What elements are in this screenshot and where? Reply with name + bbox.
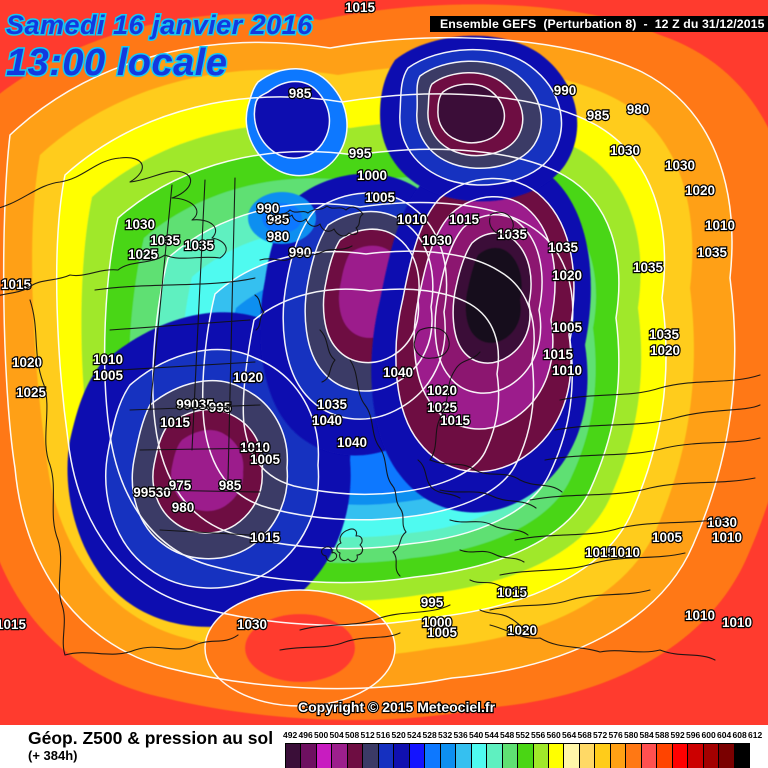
svg-text:1030: 1030: [237, 617, 267, 632]
svg-text:980: 980: [172, 500, 195, 515]
svg-text:985: 985: [289, 86, 312, 101]
svg-text:995: 995: [349, 146, 372, 161]
svg-text:1015: 1015: [440, 413, 471, 428]
svg-text:1015: 1015: [543, 347, 574, 362]
svg-text:990: 990: [554, 83, 577, 98]
svg-text:1005: 1005: [365, 190, 396, 205]
svg-text:1030: 1030: [610, 143, 640, 158]
svg-text:1035: 1035: [184, 238, 215, 253]
svg-text:99530: 99530: [133, 485, 171, 500]
svg-text:1030: 1030: [665, 158, 695, 173]
svg-text:1035: 1035: [697, 245, 728, 260]
svg-text:1005: 1005: [427, 625, 458, 640]
svg-text:980: 980: [267, 229, 290, 244]
svg-text:985: 985: [587, 108, 610, 123]
svg-text:1005: 1005: [652, 530, 683, 545]
svg-text:1035: 1035: [548, 240, 579, 255]
svg-text:1030: 1030: [422, 233, 452, 248]
svg-text:1005: 1005: [552, 320, 583, 335]
svg-text:1020: 1020: [685, 183, 715, 198]
svg-text:1040: 1040: [312, 413, 342, 428]
svg-text:1010: 1010: [705, 218, 735, 233]
svg-text:1010: 1010: [685, 608, 715, 623]
svg-text:1020: 1020: [507, 623, 537, 638]
svg-text:985: 985: [219, 478, 242, 493]
svg-text:1030: 1030: [125, 217, 155, 232]
svg-text:1015: 1015: [1, 277, 32, 292]
svg-text:995: 995: [421, 595, 444, 610]
svg-text:1020: 1020: [650, 343, 680, 358]
svg-text:1035: 1035: [649, 327, 680, 342]
svg-text:1020: 1020: [233, 370, 263, 385]
svg-text:1015: 1015: [449, 212, 480, 227]
svg-text:1010: 1010: [552, 363, 582, 378]
svg-text:1035: 1035: [633, 260, 664, 275]
svg-text:980: 980: [627, 102, 650, 117]
svg-text:1005: 1005: [250, 452, 281, 467]
svg-text:1020: 1020: [427, 383, 457, 398]
svg-text:1035: 1035: [150, 233, 181, 248]
svg-text:1015: 1015: [497, 585, 528, 600]
svg-text:1015: 1015: [0, 617, 27, 632]
svg-text:1010: 1010: [712, 530, 742, 545]
svg-text:995: 995: [209, 400, 232, 415]
svg-text:1000: 1000: [357, 168, 387, 183]
svg-text:1015: 1015: [345, 0, 376, 15]
svg-text:1010: 1010: [722, 615, 752, 630]
svg-text:1015: 1015: [250, 530, 281, 545]
svg-text:1015: 1015: [160, 415, 191, 430]
svg-text:1010: 1010: [93, 352, 123, 367]
svg-text:1010: 1010: [397, 212, 427, 227]
svg-text:1040: 1040: [383, 365, 413, 380]
svg-text:1025: 1025: [16, 385, 47, 400]
svg-text:1005: 1005: [93, 368, 124, 383]
svg-text:1020: 1020: [552, 268, 582, 283]
svg-text:1035: 1035: [317, 397, 348, 412]
svg-text:1030: 1030: [707, 515, 737, 530]
svg-text:Copyright © 2015 Meteociel.fr: Copyright © 2015 Meteociel.fr: [298, 699, 496, 715]
svg-text:1040: 1040: [337, 435, 367, 450]
